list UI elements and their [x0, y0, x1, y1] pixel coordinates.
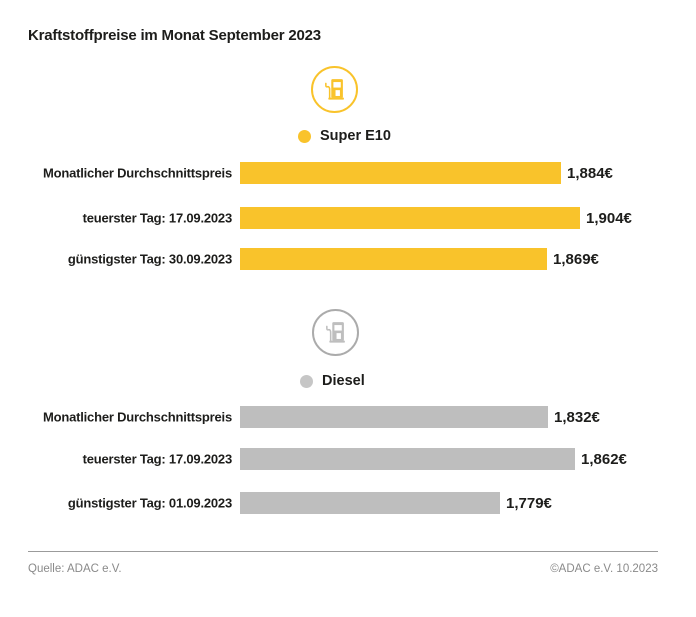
bar-super-min [240, 248, 547, 270]
bar-value: 1,862€ [581, 450, 627, 468]
legend-dot-diesel [300, 374, 313, 388]
bar-label: günstigster Tag: 01.09.2023 [67, 495, 232, 511]
bar-diesel-min [240, 492, 500, 514]
bar-label: Monatlicher Durchschnittspreis [42, 165, 232, 181]
bar-label: günstigster Tag: 30.09.2023 [67, 251, 232, 267]
legend-dot-super-e10 [298, 129, 311, 143]
legend-label-diesel: Diesel [322, 373, 365, 389]
bar-super-max [240, 207, 580, 229]
footer-divider [28, 551, 658, 552]
page-title: Kraftstoffpreise im Monat September 2023 [28, 27, 321, 44]
bar-diesel-max [240, 448, 575, 470]
diesel-pump-badge [312, 309, 359, 356]
legend-diesel: Diesel [300, 373, 365, 389]
bar-label: teuerster Tag: 17.09.2023 [82, 210, 233, 226]
bar-value: 1,869€ [553, 250, 599, 268]
super-e10-pump-badge [311, 66, 358, 113]
legend-label-super-e10: Super E10 [320, 128, 391, 144]
bar-label: teuerster Tag: 17.09.2023 [82, 451, 233, 467]
bar-value: 1,832€ [554, 408, 600, 426]
legend-super-e10: Super E10 [298, 128, 391, 144]
bar-row-super-average: Monatlicher Durchschnittspreis 1,884€ [43, 162, 613, 184]
bar-value: 1,884€ [567, 164, 613, 182]
bar-super-average [240, 162, 561, 184]
bar-value: 1,904€ [586, 209, 632, 227]
fuel-pump-icon [326, 322, 345, 343]
bar-row-super-max: teuerster Tag: 17.09.2023 1,904€ [83, 207, 632, 229]
bar-diesel-average [240, 406, 548, 428]
bar-label: Monatlicher Durchschnittspreis [42, 409, 232, 425]
copyright-note: ©ADAC e.V. 10.2023 [550, 563, 658, 575]
source-note: Quelle: ADAC e.V. [28, 563, 122, 575]
bar-row-diesel-min: günstigster Tag: 01.09.2023 1,779€ [68, 492, 552, 514]
bar-value: 1,779€ [506, 494, 552, 512]
fuel-pump-icon [325, 79, 344, 100]
bar-row-diesel-max: teuerster Tag: 17.09.2023 1,862€ [83, 448, 627, 470]
bar-row-super-min: günstigster Tag: 30.09.2023 1,869€ [68, 248, 599, 270]
bar-row-diesel-average: Monatlicher Durchschnittspreis 1,832€ [43, 406, 600, 428]
